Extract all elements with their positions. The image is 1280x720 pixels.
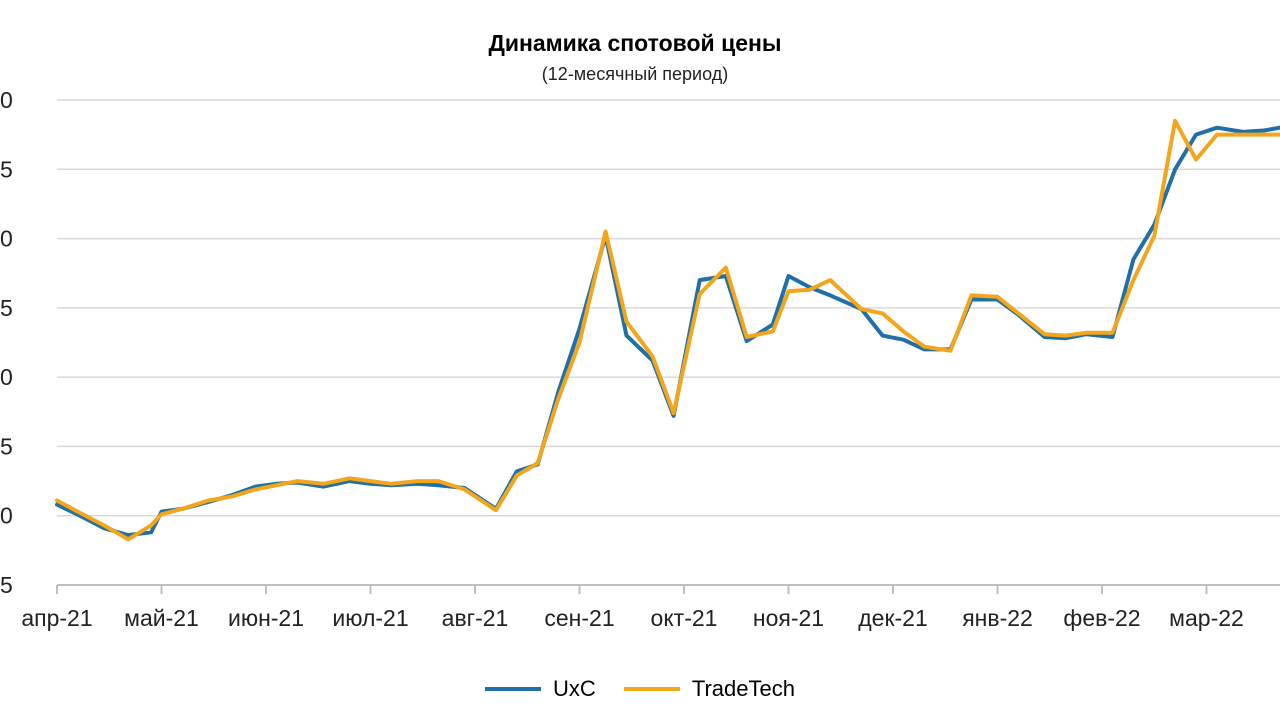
legend-swatch-tradetech <box>623 687 680 691</box>
y-axis-tick-labels: 5 0 5 0 5 0 5 0 <box>0 87 13 598</box>
y-tick-label: 5 <box>0 156 13 182</box>
x-axis <box>56 584 1280 594</box>
y-tick-label: 0 <box>0 364 13 390</box>
y-tick-label: 5 <box>0 572 13 598</box>
legend-item-tradetech: TradeTech <box>623 676 795 702</box>
y-tick-label: 0 <box>0 226 13 252</box>
x-tick-label: сен-21 <box>544 605 614 631</box>
x-tick-label: апр-21 <box>21 605 92 631</box>
x-tick-label: дек-21 <box>858 605 928 631</box>
y-tick-label: 0 <box>0 503 13 529</box>
legend: UxC TradeTech <box>0 676 1280 702</box>
legend-label-uxc: UxC <box>553 676 596 701</box>
x-tick-label: янв-22 <box>962 605 1033 631</box>
legend-label-tradetech: TradeTech <box>691 676 795 701</box>
x-tick-label: ноя-21 <box>753 605 824 631</box>
y-tick-label: 0 <box>0 87 13 113</box>
legend-item-uxc: UxC <box>485 676 596 702</box>
x-tick-label: авг-21 <box>442 605 509 631</box>
chart-subtitle: (12-месячный период) <box>541 64 729 84</box>
legend-swatch-uxc <box>485 687 542 691</box>
x-axis-tick-labels: апр-21 май-21 июн-21 июл-21 авг-21 сен-21 окт-… <box>21 605 1243 631</box>
x-tick-label: окт-21 <box>651 605 718 631</box>
x-tick-label: июл-21 <box>332 605 408 631</box>
series-lines <box>55 118 1280 542</box>
chart-title: Динамика спотовой цены <box>488 30 782 56</box>
y-tick-label: 5 <box>0 295 13 321</box>
x-tick-label: май-21 <box>124 605 199 631</box>
series-line-tradetech <box>55 118 1280 542</box>
x-tick-label: мар-22 <box>1169 605 1244 631</box>
gridlines <box>57 99 1280 517</box>
x-tick-label: июн-21 <box>228 605 304 631</box>
y-tick-label: 5 <box>0 433 13 459</box>
x-tick-label: фев-22 <box>1063 605 1140 631</box>
